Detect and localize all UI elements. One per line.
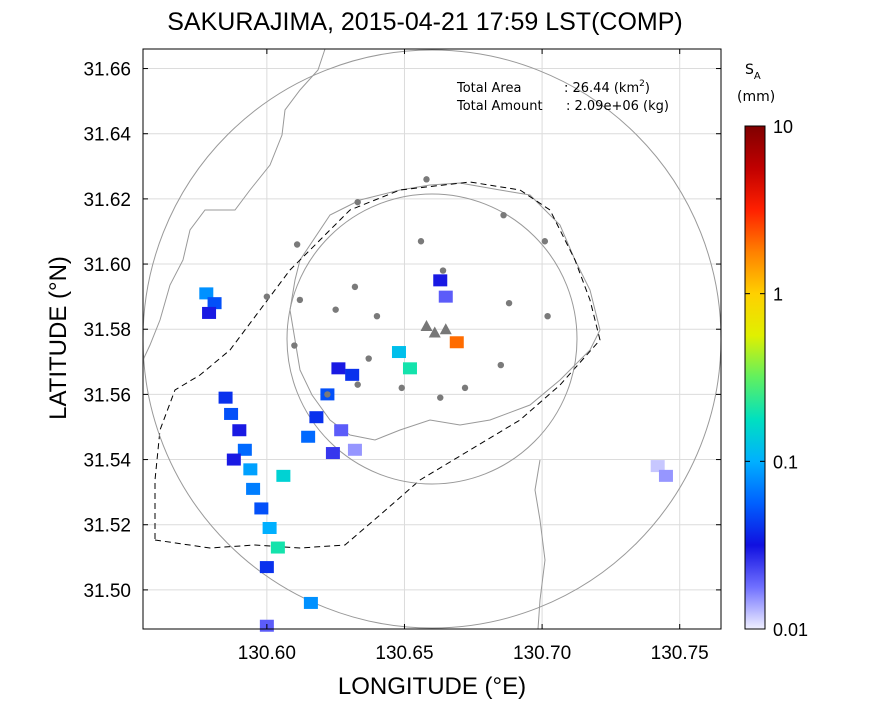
station-markers: [263, 176, 551, 401]
ash-cell: [259, 561, 274, 574]
total-area-value: : 26.44 (km2): [564, 79, 650, 96]
coastline-west: [142, 48, 326, 361]
station-marker: [541, 238, 549, 245]
island-boundary-dashed: [154, 181, 601, 549]
station-marker: [293, 241, 301, 248]
y-tick-label: 31.62: [83, 190, 131, 211]
ash-cell: [254, 502, 269, 515]
ash-cell: [331, 362, 346, 375]
chart-title: SAKURAJIMA, 2015-04-21 17:59 LST(COMP): [167, 8, 682, 36]
station-marker: [398, 384, 405, 392]
ash-cell: [325, 447, 340, 460]
ash-cell: [402, 362, 417, 375]
total-amount-label: Total Amount: [456, 99, 543, 114]
colorbar-tick-label: 0.01: [773, 620, 808, 640]
ash-cell: [243, 463, 258, 476]
inner-range-circle: [286, 193, 578, 485]
ash-cell: [202, 306, 217, 319]
ash-cell: [226, 453, 241, 466]
x-tick-label: 130.65: [375, 643, 433, 664]
ash-cell: [270, 541, 285, 554]
ash-cell: [438, 290, 453, 303]
station-marker: [291, 342, 298, 349]
station-marker: [437, 394, 444, 401]
x-tick-label: 130.60: [238, 643, 296, 664]
coastline: [142, 48, 601, 630]
ash-cell: [301, 430, 316, 443]
station-marker: [354, 381, 361, 388]
y-tick-label: 31.64: [83, 125, 131, 146]
y-tick-label: 31.54: [83, 451, 131, 472]
ash-cell: [433, 274, 448, 287]
ash-cell: [199, 287, 214, 300]
colorbar-ticks: 10 1 0.1 0.01: [745, 117, 808, 640]
station-marker: [500, 211, 507, 219]
y-tick-label: 31.52: [83, 516, 131, 537]
ash-cell: [345, 368, 360, 381]
ash-cell: [276, 469, 291, 482]
colorbar-tick-label: 1: [773, 285, 783, 305]
station-marker: [417, 238, 425, 245]
summit-marker: [420, 319, 433, 331]
ash-cell: [218, 391, 233, 404]
y-tick-label: 31.60: [83, 255, 131, 276]
x-tick-label: 130.70: [513, 643, 571, 664]
station-marker: [505, 299, 513, 307]
ash-cell: [232, 424, 247, 437]
ash-cell: [246, 482, 261, 495]
station-marker: [461, 384, 469, 392]
plot-frame: [142, 48, 722, 630]
y-ticks: 31.66 31.64 31.62 31.60 31.58 31.56 31.54 31.52…: [83, 60, 721, 602]
ash-cell: [334, 424, 349, 437]
y-axis-label: LATITUDE (°N): [45, 256, 72, 420]
y-tick-label: 31.66: [83, 60, 131, 81]
ash-cell: [347, 443, 362, 456]
colorbar-unit: (mm): [737, 89, 775, 105]
coastline-island: [289, 182, 601, 441]
ash-cell: [309, 411, 324, 424]
x-axis-label: LONGITUDE (°E): [338, 673, 526, 700]
station-marker: [324, 391, 331, 398]
colorbar-title: SA: [745, 62, 761, 82]
area-unit-superscript: 2: [639, 79, 645, 89]
station-marker: [373, 312, 381, 320]
ash-cell: [658, 469, 673, 482]
ash-cell: [650, 460, 665, 473]
ash-cell: [449, 336, 464, 349]
y-tick-label: 31.50: [83, 581, 131, 602]
station-marker: [351, 283, 359, 291]
plot-background: [143, 49, 721, 629]
station-marker: [439, 267, 447, 274]
summit-marker: [428, 326, 441, 338]
x-ticks: 130.60 130.65 130.70 130.75: [238, 49, 709, 664]
coastline-east: [534, 459, 546, 630]
total-amount-value: : 2.09e+06 (kg): [566, 99, 669, 114]
ash-cell: [262, 521, 277, 534]
summit-marker: [439, 323, 452, 335]
station-marker: [332, 306, 339, 313]
station-marker: [263, 293, 271, 300]
station-marker: [296, 296, 304, 304]
summit-markers: [420, 319, 452, 338]
ash-cell: [224, 407, 239, 420]
station-marker: [497, 361, 505, 369]
y-tick-label: 31.56: [83, 385, 131, 406]
y-tick-label: 31.58: [83, 320, 131, 341]
colorbar-tick-label: 10: [773, 117, 793, 137]
ash-cell: [237, 443, 252, 456]
station-marker: [423, 176, 430, 183]
ash-cell: [391, 346, 406, 359]
ash-cell: [207, 297, 222, 310]
station-marker: [365, 355, 372, 362]
colorbar: [744, 125, 766, 630]
station-marker: [354, 198, 361, 206]
total-area-label: Total Area: [456, 81, 521, 96]
x-tick-label: 130.75: [651, 643, 709, 664]
colorbar-tick-label: 0.1: [773, 452, 798, 472]
station-marker: [544, 312, 551, 320]
ash-cell: [303, 596, 318, 609]
